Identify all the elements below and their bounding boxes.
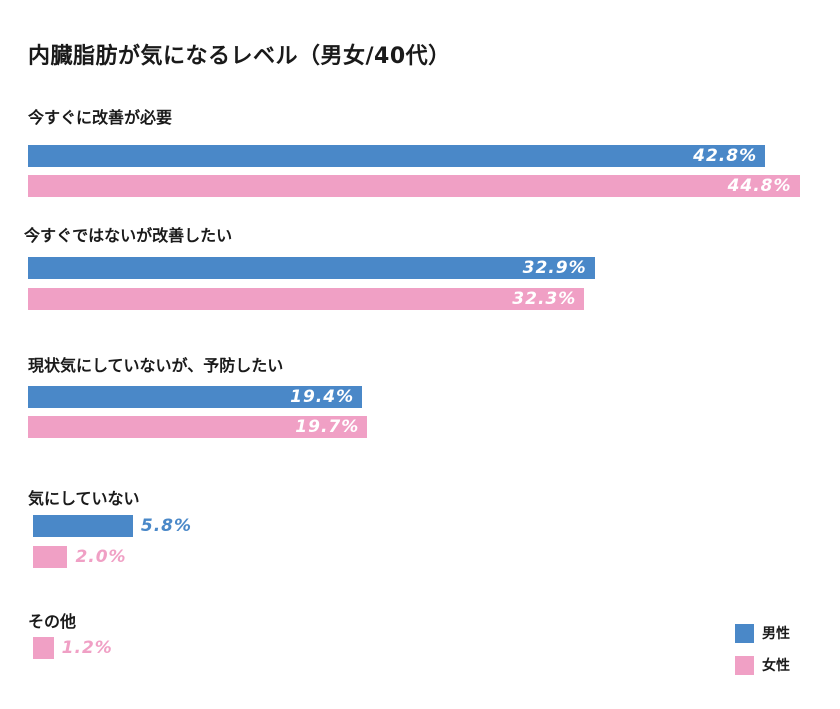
bar-female-1 (28, 175, 800, 197)
legend: 男性 女性 (735, 622, 790, 686)
value-label-male-3: 19.4% (290, 387, 355, 407)
bar-female-2 (28, 288, 585, 310)
value-label-female-3: 19.7% (295, 417, 360, 437)
category-label-2: 今すぐではないが改善したい (24, 226, 233, 245)
chart-title: 内臓脂肪が気になるレベル（男女/40代） (28, 44, 451, 69)
legend-swatch-male (735, 623, 754, 643)
value-label-male-2: 32.9% (522, 258, 587, 278)
value-label-female-5: 1.2% (61, 638, 113, 658)
bar-female-3 (28, 416, 368, 438)
category-label-5: その他 (28, 612, 77, 631)
category-label-4: 気にしていない (28, 489, 140, 508)
value-label-female-1: 44.8% (727, 176, 792, 196)
bar-female-4 (33, 546, 68, 568)
legend-item-female: 女性 (735, 654, 790, 676)
bar-male-4 (33, 515, 133, 537)
bar-male-3 (28, 386, 363, 408)
category-label-3: 現状気にしていないが、予防したい (28, 356, 284, 375)
category-label-1: 今すぐに改善が必要 (28, 108, 173, 127)
legend-label-female: 女性 (762, 658, 790, 674)
legend-item-male: 男性 (735, 622, 790, 644)
legend-swatch-female (735, 655, 754, 675)
bar-male-2 (28, 257, 595, 279)
value-label-female-2: 32.3% (512, 289, 577, 309)
value-label-male-4: 5.8% (140, 516, 193, 536)
bar-female-5 (33, 637, 54, 659)
value-label-male-1: 42.8% (693, 146, 758, 166)
bar-male-1 (28, 145, 766, 167)
value-label-female-4: 2.0% (75, 547, 127, 567)
legend-label-male: 男性 (762, 626, 790, 642)
